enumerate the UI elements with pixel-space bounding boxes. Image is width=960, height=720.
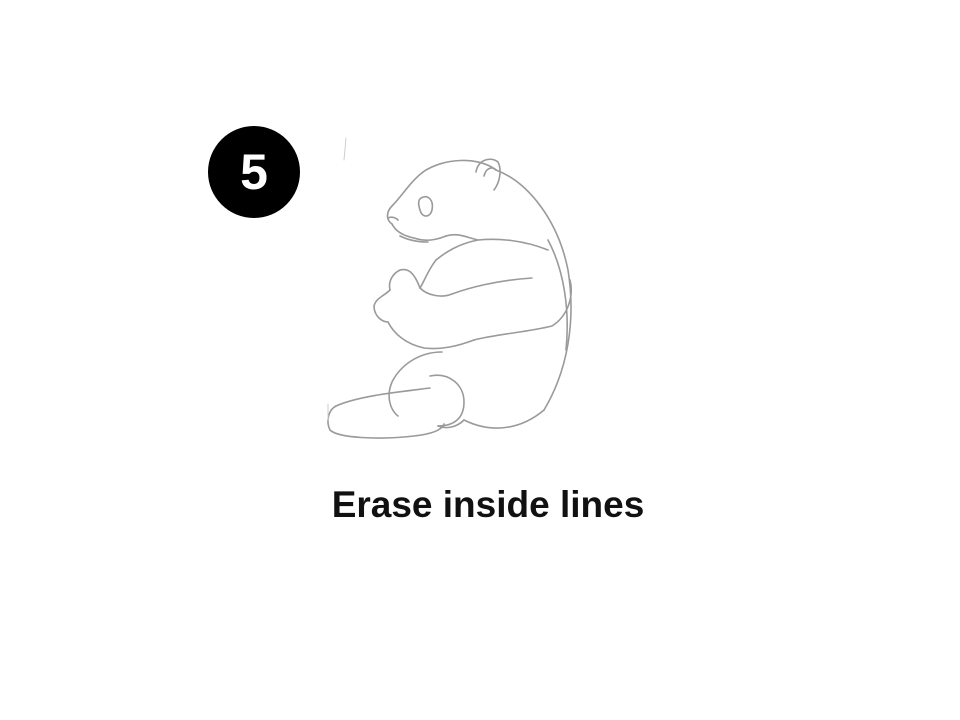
instruction-caption: Erase inside lines <box>331 484 645 525</box>
step-number: 5 <box>240 144 268 200</box>
panda-sketch-icon <box>327 137 572 439</box>
step-number-badge: 5 <box>208 126 300 218</box>
